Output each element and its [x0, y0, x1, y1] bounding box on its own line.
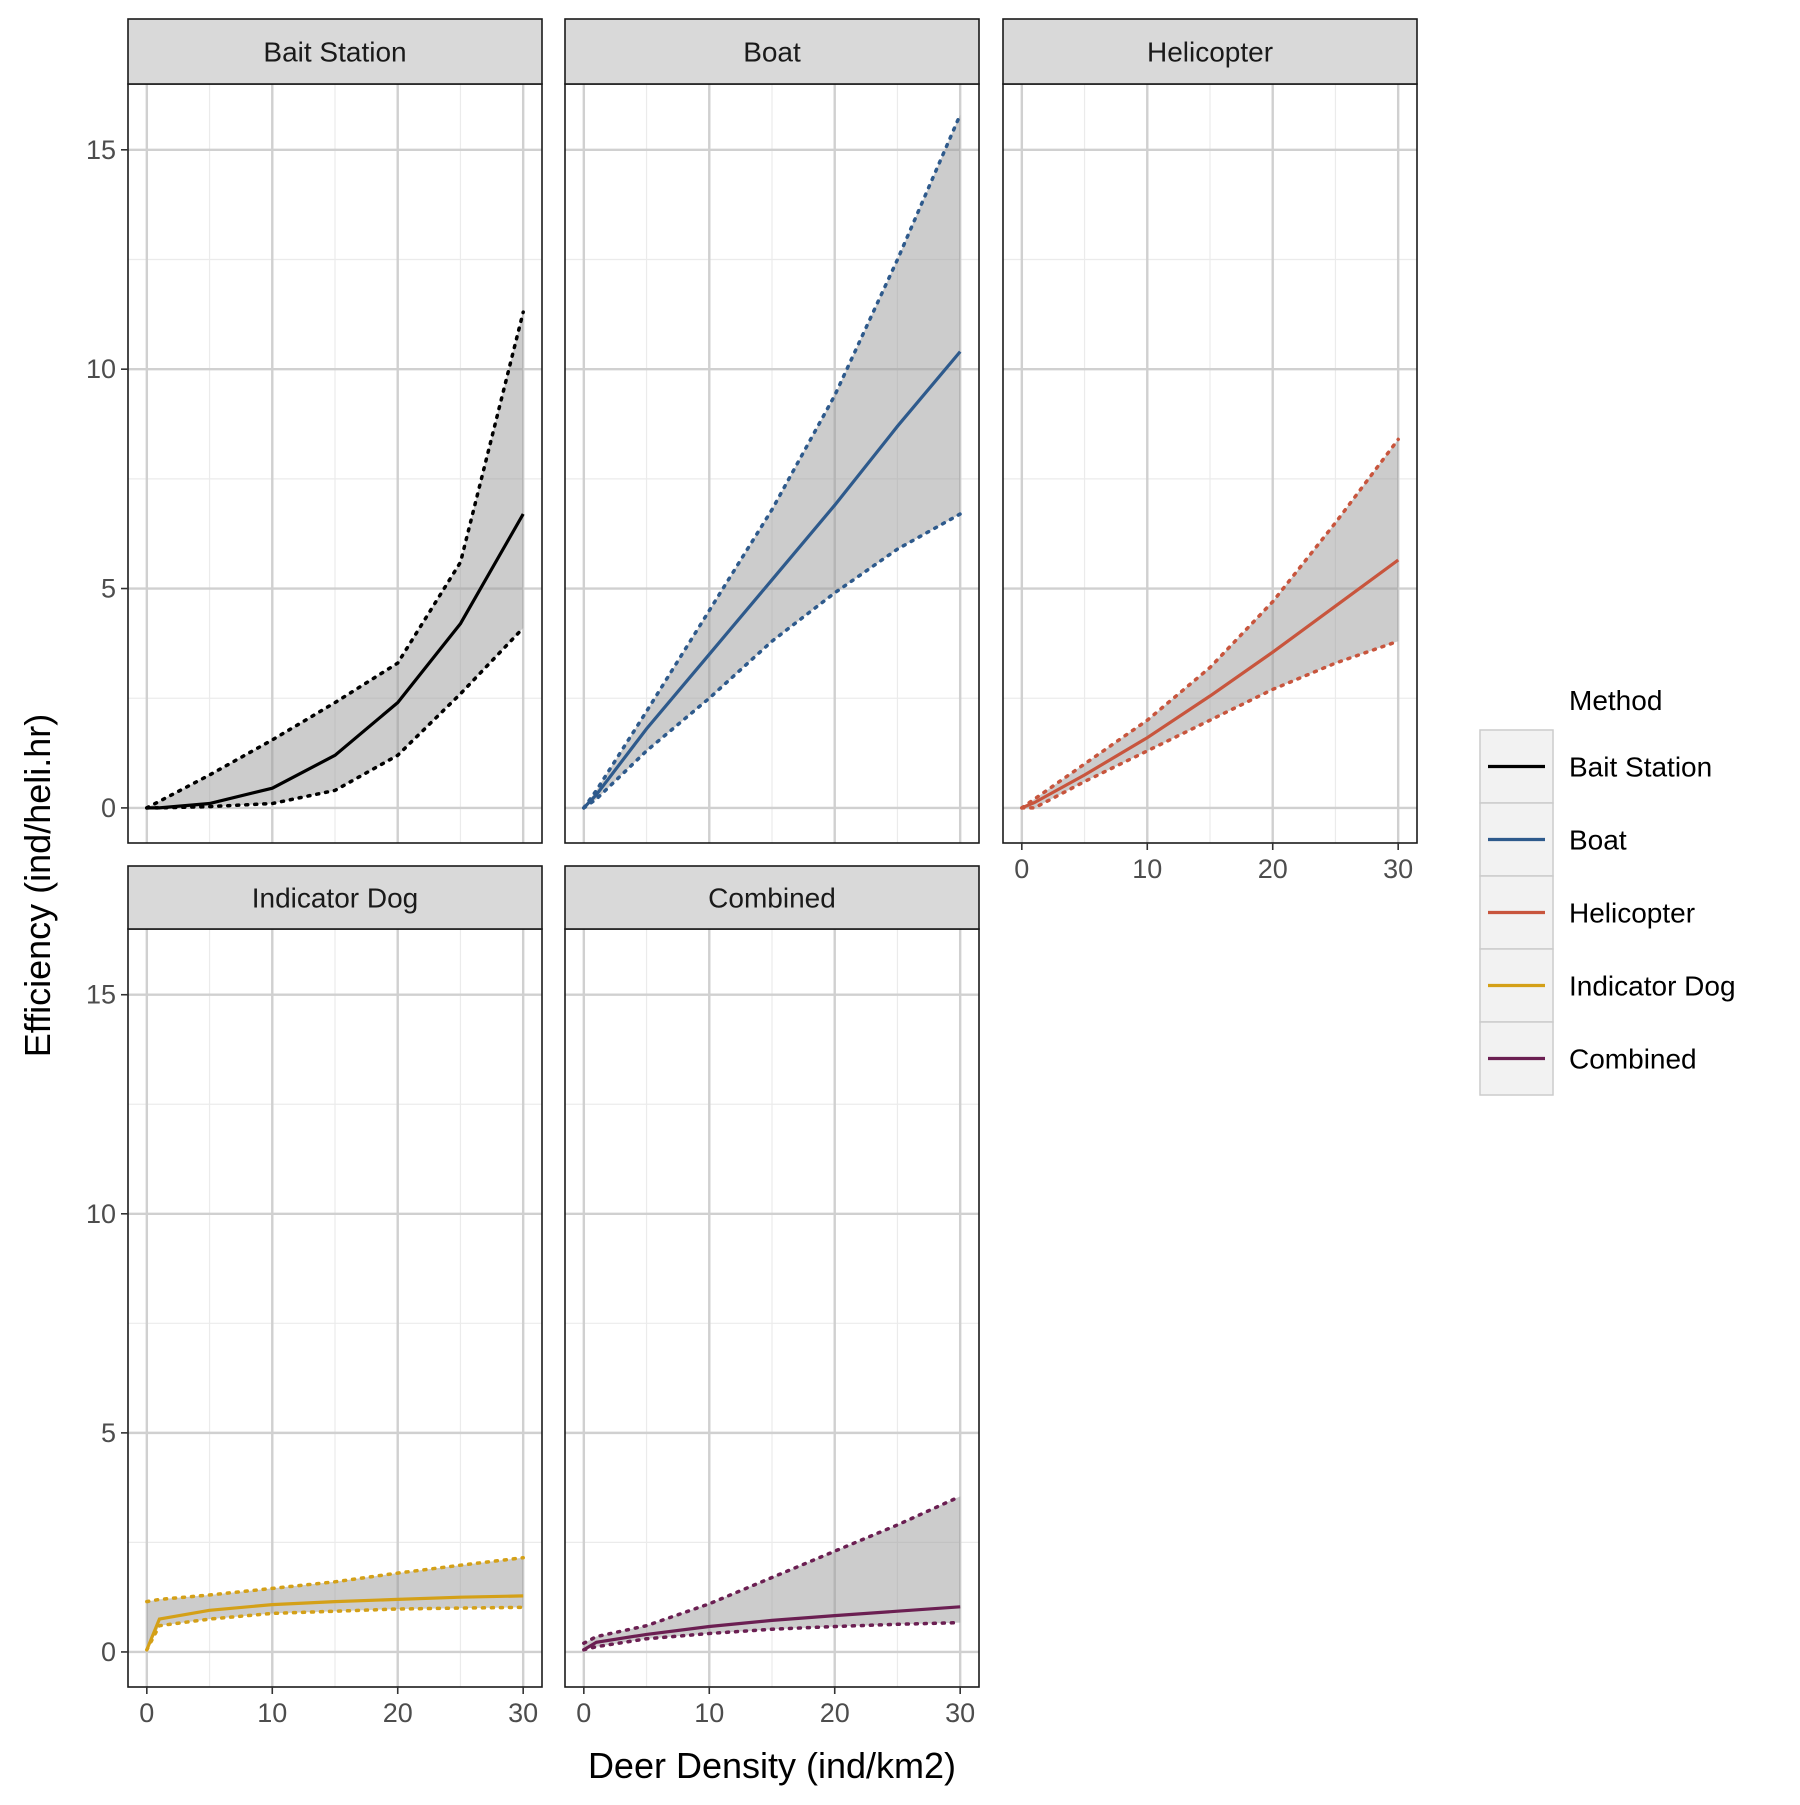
x-tick-label: 30: [1383, 854, 1413, 884]
lower-bound-line-indicator-dog: [145, 1605, 525, 1652]
facet-strip-label: Boat: [743, 37, 801, 68]
x-tick-label: 10: [257, 1698, 287, 1728]
legend-label-indicator-dog: Indicator Dog: [1569, 971, 1736, 1002]
facet-strip-label: Indicator Dog: [252, 883, 419, 914]
upper-bound-line-indicator-dog: [145, 1555, 525, 1604]
facet-strip-label: Helicopter: [1147, 37, 1273, 68]
lower-bound-line-helicopter: [1020, 639, 1400, 810]
lower-bound-line-boat: [582, 512, 962, 810]
upper-bound-line-bait-station: [145, 310, 525, 810]
panel-boat: Boat: [564, 18, 980, 844]
fit-line-indicator-dog: [145, 1594, 524, 1651]
legend-title: Method: [1569, 685, 1662, 716]
confidence-band-helicopter: [1021, 439, 1399, 808]
facet-strip: [564, 18, 980, 85]
legend-label-bait-station: Bait Station: [1569, 752, 1712, 783]
x-tick-label: 10: [1132, 854, 1162, 884]
x-tick-label: 30: [945, 1698, 975, 1728]
x-axis-title: Deer Density (ind/km2): [588, 1745, 956, 1786]
panel-combined: Combined 0 10 20 30: [564, 865, 980, 1728]
y-tick-label: 10: [86, 354, 116, 384]
facet-strip-label: Bait Station: [263, 37, 406, 68]
facet-strip: [1002, 18, 1418, 85]
legend: Method Bait Station Boat Helicopter Indicat…: [1479, 685, 1736, 1096]
facet-strip-label: Combined: [708, 883, 836, 914]
fit-line-boat: [582, 350, 962, 810]
x-tick-label: 0: [576, 1698, 591, 1728]
facet-strip: [127, 865, 543, 930]
legend-label-boat: Boat: [1569, 825, 1627, 856]
y-tick-label: 0: [101, 1637, 116, 1667]
panel-bait-station: Bait Station 0 5 10 15: [86, 18, 543, 844]
confidence-band-combined: [583, 1496, 961, 1650]
fit-line-helicopter: [1021, 558, 1400, 810]
y-tick-label: 5: [101, 1418, 116, 1448]
y-tick-label: 0: [101, 793, 116, 823]
upper-bound-line-combined: [582, 1494, 962, 1645]
facet-strip: [127, 18, 543, 85]
y-tick-label: 15: [86, 135, 116, 165]
x-tick-label: 20: [820, 1698, 850, 1728]
x-tick-label: 10: [694, 1698, 724, 1728]
facet-strip: [564, 865, 980, 930]
panel-helicopter: Helicopter 0 10 20 30: [1002, 18, 1418, 884]
fit-line-bait-station: [146, 513, 525, 810]
fit-line-combined: [582, 1605, 961, 1652]
x-tick-label: 20: [383, 1698, 413, 1728]
upper-bound-line-boat: [582, 112, 962, 810]
x-tick-label: 20: [1258, 854, 1288, 884]
confidence-band-bait-station: [146, 312, 524, 808]
y-tick-label: 10: [86, 1199, 116, 1229]
x-tick-label: 0: [139, 1698, 154, 1728]
x-tick-label: 0: [1014, 854, 1029, 884]
y-axis-title: Efficiency (ind/heli.hr): [17, 714, 58, 1057]
upper-bound-line-helicopter: [1020, 437, 1400, 810]
panel-indicator-dog: Indicator Dog 0 10 20 30 0 5 10 15: [86, 865, 543, 1728]
legend-label-combined: Combined: [1569, 1044, 1697, 1075]
lower-bound-line-combined: [582, 1620, 962, 1652]
y-tick-label: 5: [101, 574, 116, 604]
confidence-band-boat: [583, 114, 961, 808]
confidence-band-indicator-dog: [146, 1557, 524, 1650]
x-tick-label: 30: [508, 1698, 538, 1728]
y-tick-label: 15: [86, 980, 116, 1010]
legend-label-helicopter: Helicopter: [1569, 898, 1695, 929]
